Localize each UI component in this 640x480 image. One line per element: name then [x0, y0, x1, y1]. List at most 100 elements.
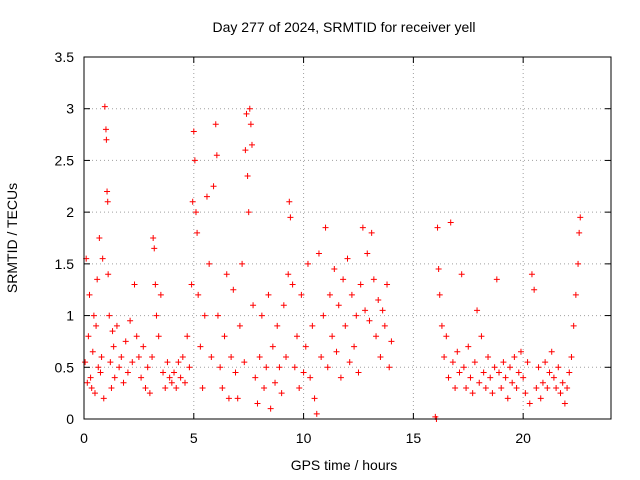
data-point: [131, 281, 138, 288]
data-point: [576, 229, 583, 236]
data-point: [101, 103, 108, 110]
x-tick-label: 0: [80, 430, 88, 446]
data-point: [184, 333, 191, 340]
data-point: [166, 374, 173, 381]
data-point: [206, 260, 213, 267]
data-point: [243, 110, 250, 117]
data-point: [103, 136, 110, 143]
data-point: [368, 229, 375, 236]
data-point: [370, 276, 377, 283]
data-point: [263, 364, 270, 371]
data-point: [244, 172, 251, 179]
data-point: [278, 390, 285, 397]
data-point: [162, 384, 169, 391]
data-point: [116, 364, 123, 371]
data-point: [175, 359, 182, 366]
data-point: [522, 390, 529, 397]
data-point: [329, 333, 336, 340]
data-point: [189, 198, 196, 205]
data-point: [223, 271, 230, 278]
data-point: [452, 384, 459, 391]
data-point: [561, 400, 568, 407]
data-point: [182, 379, 189, 386]
data-point: [157, 291, 164, 298]
data-point: [213, 152, 220, 159]
data-point: [90, 312, 97, 319]
data-point: [164, 359, 171, 366]
data-point: [138, 374, 145, 381]
data-point: [542, 359, 549, 366]
data-point: [537, 395, 544, 402]
data-point: [93, 322, 100, 329]
data-point: [252, 374, 259, 381]
y-tick-label: 3: [66, 101, 74, 117]
data-point: [203, 193, 210, 200]
data-point: [454, 348, 461, 355]
data-point: [447, 219, 454, 226]
data-point: [568, 353, 575, 360]
data-point: [269, 343, 276, 350]
data-point: [517, 348, 524, 355]
data-point: [212, 121, 219, 128]
data-point: [287, 214, 294, 221]
data-point: [95, 364, 102, 371]
data-point: [280, 302, 287, 309]
data-point: [258, 312, 265, 319]
data-point: [239, 260, 246, 267]
data-point: [489, 390, 496, 397]
data-point: [110, 343, 117, 350]
x-tick-label: 20: [515, 430, 531, 446]
data-point: [89, 348, 96, 355]
data-point: [109, 328, 116, 335]
data-point: [208, 353, 215, 360]
data-point: [98, 353, 105, 360]
x-tick-label: 15: [406, 430, 422, 446]
data-point: [572, 291, 579, 298]
data-point: [355, 369, 362, 376]
data-point: [246, 105, 253, 112]
data-point: [441, 353, 448, 360]
data-point: [135, 353, 142, 360]
data-point: [133, 333, 140, 340]
data-point: [469, 390, 476, 397]
data-point: [160, 369, 167, 376]
data-point: [384, 281, 391, 288]
data-point: [122, 338, 129, 345]
data-point: [82, 359, 89, 366]
data-point: [236, 322, 243, 329]
data-point: [108, 384, 115, 391]
data-point: [381, 322, 388, 329]
data-point: [443, 333, 450, 340]
data-point: [94, 276, 101, 283]
data-point: [248, 141, 255, 148]
data-points: [82, 103, 584, 422]
data-point: [96, 235, 103, 241]
data-point: [311, 395, 318, 402]
data-point: [375, 297, 382, 304]
data-point: [476, 379, 483, 386]
data-point: [436, 291, 443, 298]
data-point: [195, 291, 202, 298]
data-point: [351, 343, 358, 350]
data-point: [526, 400, 533, 407]
data-point: [283, 353, 290, 360]
data-point: [564, 384, 571, 391]
data-point: [515, 369, 522, 376]
data-point: [129, 359, 136, 366]
data-point: [320, 312, 327, 319]
data-point: [245, 209, 252, 216]
data-point: [146, 390, 153, 397]
data-point: [291, 364, 298, 371]
data-point: [194, 229, 201, 236]
data-point: [546, 369, 553, 376]
data-point: [502, 374, 509, 381]
data-point: [188, 281, 195, 288]
data-point: [86, 291, 93, 298]
data-point: [557, 390, 564, 397]
data-point: [511, 353, 518, 360]
data-point: [467, 374, 474, 381]
data-point: [104, 198, 111, 205]
y-tick-label: 3.5: [55, 49, 75, 65]
data-point: [555, 364, 562, 371]
